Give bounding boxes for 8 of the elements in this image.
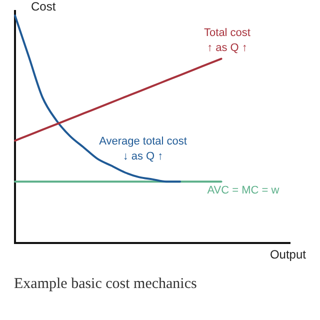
text: Total cost — [204, 26, 250, 39]
annotation: ↑ as Q ↑ — [207, 42, 248, 54]
series-label: AVC = MC = w — [207, 184, 280, 197]
x-axis-title: Output — [270, 247, 307, 262]
annotation: ↓ as Q ↑ — [122, 150, 164, 163]
series-label: Average total cost — [99, 136, 187, 148]
text: Example basic cost mechanics — [14, 276, 197, 293]
y-axis-title: Cost — [31, 0, 56, 14]
